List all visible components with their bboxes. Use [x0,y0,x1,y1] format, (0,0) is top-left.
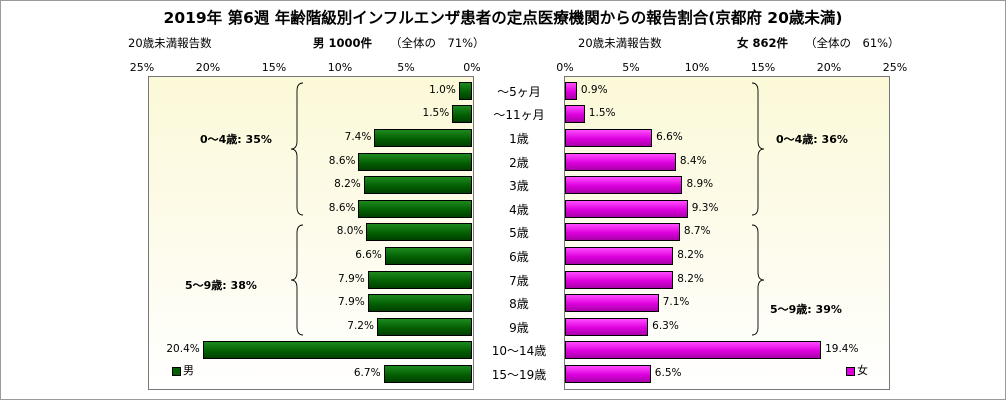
female-value-label: 0.9% [580,83,608,96]
age-category-label: 4歳 [509,202,529,217]
right-x-tick-label: 25% [882,61,908,74]
male-value-label: 1.0% [429,83,456,96]
age-category-label: 10〜14歳 [491,344,547,359]
male-value-label: 7.4% [344,131,372,143]
left-x-tick-label: 0% [463,61,481,74]
age-category-label: 8歳 [509,297,529,312]
female-bar [565,365,651,383]
right-x-tick-label: 10% [684,61,710,74]
male-value-label: 8.6% [328,154,356,167]
female-bar [565,129,653,147]
male-bar [384,247,472,265]
age-category-label: 7歳 [509,273,529,288]
left-x-tick-label: 25% [129,61,155,74]
male-bar [376,317,472,336]
female-bar [565,152,676,171]
male-bar [458,81,472,100]
female-value-label: 8.2% [677,249,704,261]
age-category-label: 5歳 [509,226,529,241]
female-value-label: 8.4% [679,154,707,167]
age-category-label: 6歳 [509,250,529,264]
left-header-label: 20歳未満報告数 [128,36,212,50]
female-bar [565,81,577,100]
age-category-label: 2歳 [509,155,529,170]
female-group-0-4-label: 0〜4歳: 36% [776,133,848,146]
left-share-label: （全体の 71%） [390,36,485,50]
female-value-label: 7.1% [662,296,690,309]
male-bar [383,365,472,383]
female-bar [565,294,659,313]
female-value-label: 8.9% [686,178,714,191]
male-value-label: 1.5% [422,107,450,120]
male-value-label: 8.6% [328,201,356,214]
legend-male: 男 [172,362,194,378]
legend-male-label: 男 [183,364,194,377]
age-category-label: 15〜19歳 [491,368,547,382]
male-value-label: 7.2% [347,319,374,332]
female-value-label: 9.3% [691,201,719,214]
age-category-label: 〜11ヶ月 [493,108,545,123]
male-value-label: 8.2% [334,178,361,191]
female-bar [565,223,680,242]
female-bar [565,199,688,218]
female-value-label: 6.5% [654,367,682,379]
female-bar [565,176,683,195]
age-category-label: 3歳 [509,179,529,194]
legend-male-swatch [172,366,181,376]
left-x-tick-label: 20% [195,61,221,74]
female-bar [565,317,649,336]
male-value-label: 7.9% [338,296,365,309]
legend-female-swatch [846,366,855,376]
right-header-label: 20歳未満報告数 [578,36,662,50]
male-bar [358,199,472,218]
chart-title: 2019年 第6週 年齢階級別インフルエンザ患者の定点医療機関からの報告割合(京… [163,9,843,27]
age-category-label: 1歳 [509,132,529,146]
age-category-label: 〜5ヶ月 [497,84,541,99]
female-bar [565,105,585,124]
male-bar [366,223,472,242]
left-x-tick-label: 5% [397,61,415,74]
left-count-label: 男 1000件 [313,36,373,50]
left-x-tick-label: 10% [327,61,353,74]
female-value-label: 8.2% [677,272,704,285]
male-bar [367,294,472,313]
female-value-label: 1.5% [588,107,616,120]
female-value-label: 6.6% [656,131,683,143]
male-value-label: 8.0% [336,225,364,238]
male-group-0-4-label: 0〜4歳: 35% [200,133,272,146]
female-bar [565,270,674,289]
legend-female-label: 女 [857,364,868,377]
left-x-tick-label: 15% [261,61,287,74]
male-bar [374,129,472,147]
female-value-label: 8.7% [683,225,711,238]
male-bar [363,176,472,195]
male-bar [367,270,472,289]
male-bar [202,341,472,360]
female-value-label: 19.4% [825,343,859,356]
male-value-label: 7.9% [338,272,365,285]
male-value-label: 20.4% [166,343,200,356]
male-value-label: 6.6% [355,249,382,261]
female-group-5-9-label: 5〜9歳: 39% [770,303,842,316]
right-x-tick-label: 20% [816,61,842,74]
female-value-label: 6.3% [652,319,679,332]
male-bar [358,152,472,171]
right-x-tick-label: 0% [556,61,574,74]
male-group-5-9-label: 5〜9歳: 38% [185,279,257,292]
male-value-label: 6.7% [353,367,381,379]
right-share-label: （全体の 61%） [805,36,900,50]
male-bar [452,105,472,124]
age-category-label: 9歳 [509,320,529,335]
female-bar [565,341,822,360]
right-x-tick-label: 5% [622,61,640,74]
legend-female: 女 [846,362,868,378]
right-count-label: 女 862件 [737,36,789,50]
female-bar [565,247,674,265]
right-x-tick-label: 15% [750,61,776,74]
